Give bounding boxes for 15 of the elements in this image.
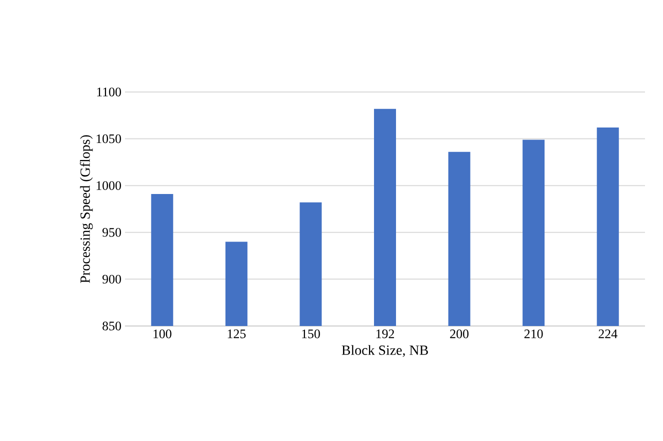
- x-tick-label: 210: [524, 330, 543, 338]
- y-tick-label: 900: [102, 274, 121, 284]
- x-tick-label: 125: [228, 330, 246, 338]
- y-tick-label: 850: [102, 322, 121, 330]
- x-tick-label: 100: [154, 330, 172, 338]
- y-tick-label: 1050: [96, 134, 121, 144]
- x-tick-label: 200: [450, 330, 469, 338]
- y-tick-label: 950: [102, 228, 121, 237]
- x-axis-title: Block Size, NB: [342, 345, 428, 357]
- x-tick-label: 192: [376, 330, 394, 338]
- x-tick-label: 224: [598, 330, 618, 338]
- y-axis-title: Processing Speed (Gflops): [80, 135, 93, 283]
- y-tick-label: 1000: [96, 181, 121, 190]
- y-tick-label: 1100: [97, 88, 121, 96]
- x-tick-label: 150: [302, 330, 320, 338]
